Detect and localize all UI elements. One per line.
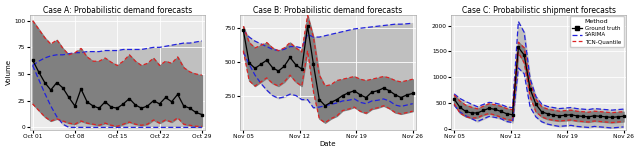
X-axis label: Date: Date	[320, 141, 336, 147]
Title: Case B: Probabilistic demand forecasts: Case B: Probabilistic demand forecasts	[253, 6, 403, 15]
Legend: Ground truth, SARIMA, TCN-Quantile: Ground truth, SARIMA, TCN-Quantile	[570, 16, 623, 47]
Title: Case C: Probabilistic shipment forecasts: Case C: Probabilistic shipment forecasts	[462, 6, 616, 15]
Title: Case A: Probabilistic demand forecasts: Case A: Probabilistic demand forecasts	[43, 6, 192, 15]
Y-axis label: Volume: Volume	[6, 59, 12, 85]
